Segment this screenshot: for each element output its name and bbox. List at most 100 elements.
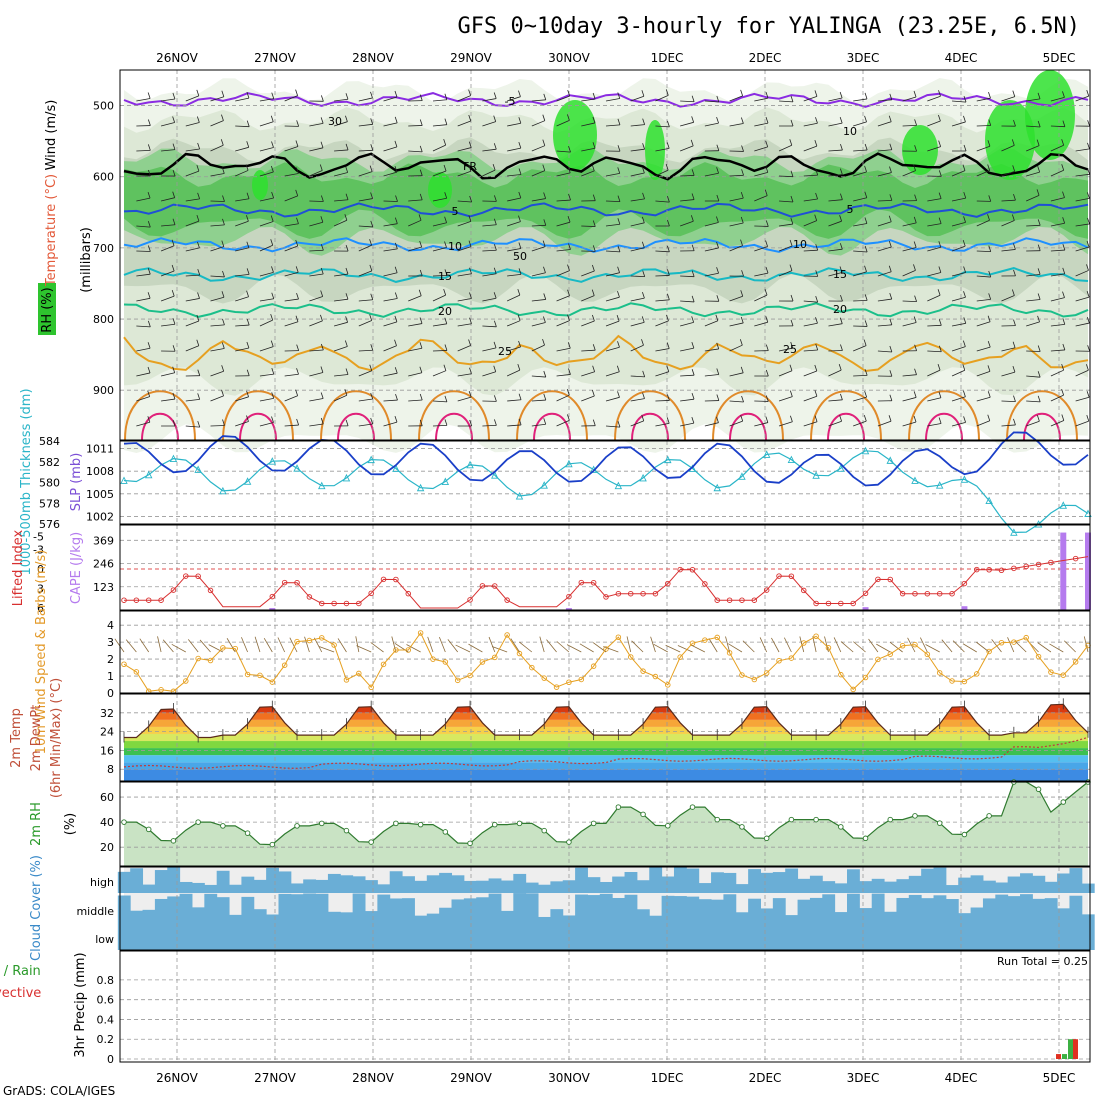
- wind-barb: [691, 116, 695, 123]
- wind-barb: [581, 371, 595, 377]
- wind-barb: [754, 195, 768, 202]
- cloud-cover-bar: [538, 916, 551, 920]
- wind-barb: [754, 422, 768, 427]
- wind-barb: [432, 124, 447, 127]
- wind-barb: [1037, 315, 1040, 322]
- wind-barb: [764, 288, 768, 296]
- wind-barb: [605, 200, 621, 202]
- wind-barb: [754, 321, 768, 327]
- wind-barb: [740, 414, 744, 422]
- slp-line: [123, 431, 1089, 487]
- cloud-cover-bar: [562, 920, 576, 950]
- cloud-cover-bar: [896, 879, 910, 893]
- wind-barb: [963, 416, 966, 423]
- wind10-barb: [241, 637, 248, 653]
- wind-barb: [468, 89, 471, 96]
- wind-barb: [716, 167, 719, 174]
- wind-barb: [1011, 289, 1015, 296]
- cloud-cover-bar: [315, 893, 329, 920]
- wind-barb: [889, 194, 893, 201]
- wind-barb: [803, 421, 818, 427]
- wind-barb: [1037, 166, 1041, 173]
- wind-barb: [641, 90, 645, 97]
- cloud-cover-bar: [698, 883, 712, 893]
- thickness-point: [144, 470, 153, 479]
- wind-barb: [345, 419, 349, 426]
- wind-barb: [172, 116, 176, 123]
- wind-barb: [259, 98, 274, 102]
- cloud-cover-bar: [130, 868, 144, 893]
- wind-barb: [815, 343, 819, 351]
- wind-barb: [877, 271, 892, 277]
- wind-barb: [951, 170, 966, 177]
- wind-barb: [295, 266, 299, 273]
- wind-barb: [1012, 341, 1016, 348]
- wind-barb: [419, 419, 423, 426]
- wind-barb: [581, 147, 596, 152]
- wind-barb: [408, 323, 423, 327]
- cloud-cover-bar: [884, 881, 897, 893]
- cloud-cover-bar: [982, 920, 996, 950]
- wind-barb: [963, 115, 966, 123]
- wind10-barb: [783, 637, 792, 653]
- wind-barb: [716, 295, 720, 302]
- wind-barb: [741, 395, 744, 403]
- cloud-cover-bar: [154, 920, 168, 950]
- wind-barb: [680, 374, 695, 377]
- wind-barb: [518, 268, 522, 275]
- cloud-cover-bar: [439, 872, 453, 893]
- lifted-index-tick-label: 6: [37, 602, 44, 615]
- precip-tick-label: 0.2: [97, 1033, 115, 1046]
- wind-barb: [568, 368, 571, 375]
- wind-barb: [296, 120, 300, 127]
- wind-barb: [1013, 194, 1016, 201]
- wind-barb: [1013, 395, 1016, 402]
- wind-barb: [482, 121, 496, 127]
- wind-barb: [789, 239, 793, 247]
- wind-barb: [444, 395, 448, 402]
- wind10-barb: [824, 636, 829, 653]
- cloud-cover-bar: [167, 867, 181, 893]
- wind-barb: [482, 371, 496, 377]
- wind-barb: [566, 389, 570, 396]
- wind-barb: [235, 347, 249, 352]
- wind-barb: [839, 117, 843, 124]
- wind-barb: [927, 120, 941, 127]
- date-label-bottom: 1DEC: [651, 1071, 684, 1085]
- wind-barb: [370, 392, 374, 400]
- wind-barb: [556, 374, 571, 377]
- wind-barb: [531, 399, 546, 402]
- wind-barb: [469, 292, 472, 299]
- wind-barb: [235, 170, 249, 177]
- wind-barb: [828, 399, 843, 402]
- wind-barb: [789, 390, 793, 397]
- temp-tick-label: 24: [100, 726, 114, 739]
- wind-barb: [1075, 322, 1090, 327]
- wind-barb: [938, 345, 942, 352]
- wind-barb: [839, 215, 842, 222]
- wind-barb: [641, 216, 645, 223]
- isotherm-label: FR: [463, 160, 477, 173]
- wind10-barb: [579, 643, 594, 653]
- cloud-cover-bar: [426, 913, 440, 920]
- wind-barb: [394, 140, 398, 148]
- cape-bar: [961, 606, 968, 610]
- wind-barb: [988, 195, 992, 202]
- wind-barb: [667, 269, 670, 276]
- wind-barb: [383, 372, 398, 377]
- wind-barb: [197, 192, 201, 199]
- cloud-cover-bar: [847, 893, 860, 920]
- rh-point: [195, 819, 201, 825]
- wind-barb: [976, 250, 991, 253]
- wind-barb: [592, 142, 596, 149]
- wind-barb: [803, 322, 818, 327]
- cloud-level-label: high: [90, 876, 114, 889]
- wind-barb: [1013, 319, 1016, 326]
- date-label-top: 26NOV: [156, 51, 198, 65]
- wind-barb: [617, 92, 621, 99]
- wind-barb: [136, 225, 151, 228]
- rh-point: [368, 839, 374, 845]
- cloud-cover-bar: [834, 920, 848, 950]
- cloud-cover-bar: [550, 909, 564, 920]
- wind-barb: [828, 149, 843, 152]
